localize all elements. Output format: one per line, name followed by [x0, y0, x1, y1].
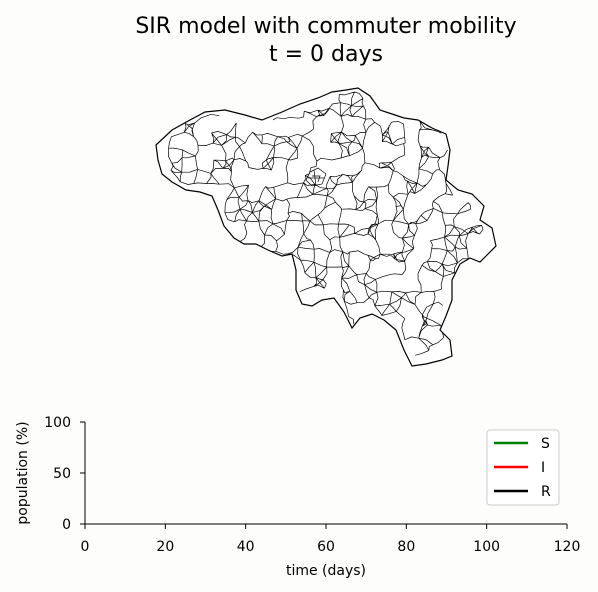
capital-region-cluster [305, 167, 327, 187]
y-tick-label: 0 [62, 517, 71, 533]
municipality-borders [168, 91, 484, 356]
legend-label-S: S [541, 436, 550, 452]
country-outline [155, 87, 497, 367]
legend: SIR [486, 429, 560, 506]
x-tick-label: 100 [473, 539, 500, 555]
x-tick-label: 40 [237, 539, 255, 555]
x-ticks: 0 20 40 60 80 100 120 [81, 524, 581, 555]
municipality-map [155, 87, 497, 367]
chart-title: SIR model with commuter mobility [135, 14, 516, 39]
x-axis-label: time (days) [286, 563, 366, 579]
chart-subtitle: t = 0 days [269, 42, 383, 67]
y-tick-label: 100 [44, 415, 71, 431]
y-tick-label: 50 [53, 466, 71, 482]
x-tick-label: 120 [554, 539, 581, 555]
x-tick-label: 80 [397, 539, 415, 555]
y-axis-label: population (%) [15, 421, 31, 524]
municipality-boundaries [168, 91, 484, 356]
line-chart-axes: 0 20 40 60 80 100 120 0 50 100 time (days) popul… [15, 415, 580, 579]
x-tick-label: 0 [81, 539, 90, 555]
legend-label-I: I [541, 460, 545, 476]
legend-label-R: R [541, 484, 551, 500]
x-tick-label: 60 [317, 539, 335, 555]
y-ticks: 0 50 100 [44, 415, 85, 533]
x-tick-label: 20 [156, 539, 174, 555]
